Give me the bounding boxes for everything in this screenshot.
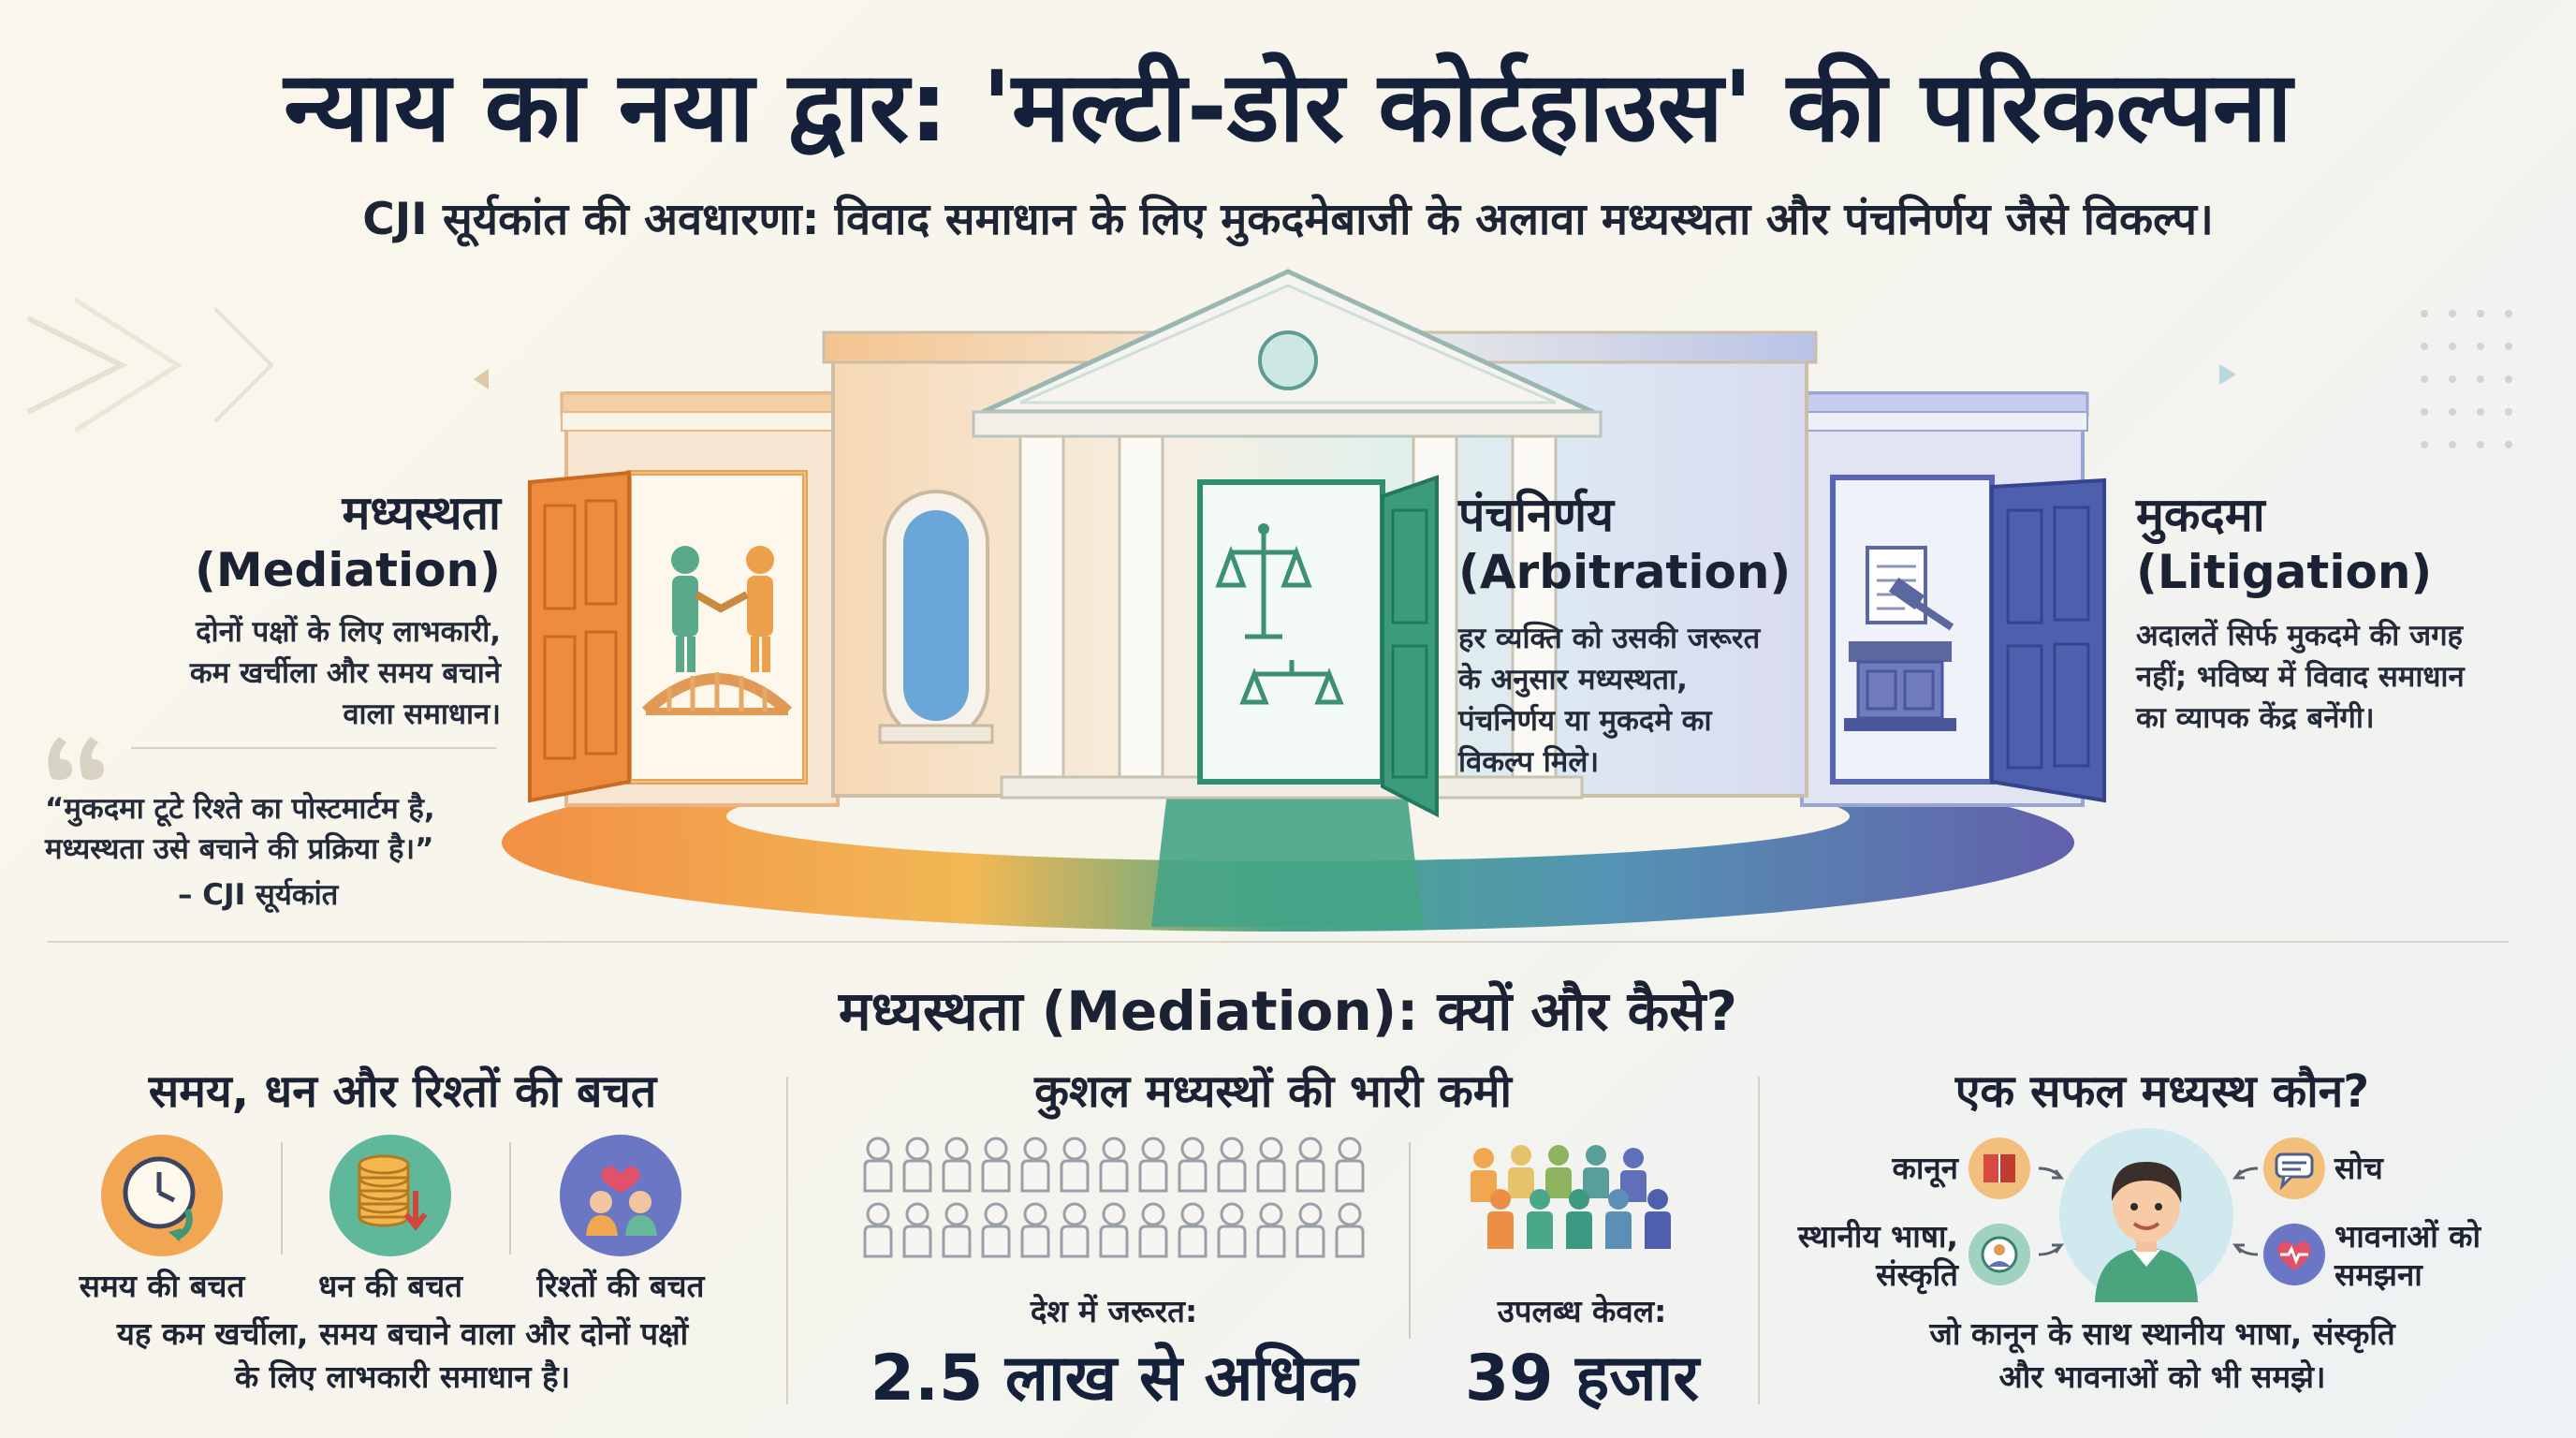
litigation-desc: अदालतें सिर्फ मुकदमे की जगह नहीं; भविष्य… (2136, 615, 2548, 739)
litigation-header: मुकदमा (Litigation) (2136, 487, 2529, 601)
trait-law-label: कानून (1892, 1150, 1958, 1186)
available-value: 39 हजार (1464, 1342, 1700, 1416)
cji-quote: “मुकदमा टूटे रिश्ते का पोस्टमार्टम है, म… (45, 789, 532, 871)
quote-line: “मुकदमा टूटे रिश्ते का पोस्टमार्टम है, (45, 792, 435, 826)
mediator-desc-line: जो कानून के साथ स्थानीय भाषा, संस्कृति (1929, 1315, 2395, 1352)
section-title: मध्यस्थता (Mediation): क्यों और कैसे? (838, 979, 1738, 1043)
trait-thinking-label: सोच (2334, 1150, 2383, 1186)
mediation-desc-line: वाला समाधान। (343, 697, 501, 732)
divider (131, 747, 496, 749)
litigation-desc-line: का व्यापक केंद्र बनेंगी। (2136, 701, 2375, 736)
stat-divider (1409, 1142, 1411, 1339)
clock-icon (101, 1135, 223, 1256)
mediation-desc-line: कम खर्चीला और समय बचाने (189, 656, 501, 691)
decorative-arrows (26, 297, 274, 433)
small-arrow-left-icon (474, 369, 489, 389)
savings-desc-line: के लिए लाभकारी समाधान है। (234, 1357, 571, 1395)
section-divider (47, 941, 2509, 943)
small-arrow-right-icon (2219, 364, 2236, 385)
time-saving-label: समय की बचत (79, 1268, 245, 1304)
speech-bubble-icon (2263, 1137, 2325, 1199)
litigation-title-en: (Litigation) (2136, 545, 2433, 599)
column-divider (1758, 1077, 1760, 1404)
money-saving-label: धन की बचत (317, 1268, 463, 1304)
trait-emotions-line: भावनाओं को (2334, 1218, 2481, 1255)
heart-icon (2263, 1224, 2325, 1285)
relationship-icon (560, 1135, 681, 1256)
trait-arrows (2038, 1167, 2259, 1256)
mediation-title-en: (Mediation) (194, 543, 501, 597)
arbitration-desc-line: पंचनिर्णय या मुकदमे का (1458, 704, 1712, 739)
page-title: न्याय का नया द्वार: 'मल्टी-डोर कोर्टहाउस… (284, 50, 2292, 164)
quote-author: – CJI सूर्यकांत (178, 878, 339, 912)
trait-language-label: स्थानीय भाषा, संस्कृति (1760, 1217, 1958, 1295)
mediator-title: एक सफल मध्यस्थ कौन? (1954, 1065, 2370, 1118)
arbitration-header: पंचनिर्णय (Arbitration) (1458, 487, 1852, 601)
icon-divider (281, 1142, 283, 1255)
culture-icon (1969, 1224, 2030, 1285)
mediator-desc: जो कानून के साथ स्थानीय भाषा, संस्कृति औ… (1797, 1313, 2527, 1398)
mediation-header: मध्यस्थता (Mediation) (140, 485, 501, 599)
savings-desc-line: यह कम खर्चीला, समय बचाने वाला और दोनों प… (116, 1315, 689, 1352)
trait-emotions-label: भावनाओं को समझना (2334, 1217, 2540, 1295)
quote-mark-icon (48, 737, 104, 780)
mediator-avatar (2059, 1128, 2233, 1302)
arbitration-title-hi: पंचनिर्णय (1458, 488, 1614, 542)
column-divider (786, 1077, 788, 1404)
available-label: उपलब्ध केवल: (1497, 1293, 1667, 1329)
trait-language-line: संस्कृति (1876, 1256, 1958, 1294)
arbitration-desc-line: के अनुसार मध्यस्थता, (1458, 663, 1688, 697)
savings-desc: यह कम खर्चीला, समय बचाने वाला और दोनों प… (37, 1313, 768, 1398)
people-available-icon (1471, 1145, 1671, 1249)
arbitration-title-en: (Arbitration) (1458, 545, 1792, 599)
arbitration-desc-line: विकल्प मिले। (1458, 745, 1600, 780)
trait-emotions-line: समझना (2334, 1256, 2422, 1294)
people-needed-icon (863, 1137, 1365, 1258)
arbitration-desc: हर व्यक्ति को उसकी जरूरत के अनुसार मध्यस… (1458, 618, 1814, 783)
litigation-title-hi: मुकदमा (2136, 488, 2265, 542)
mediation-desc-line: दोनों पक्षों के लिए लाभकारी, (196, 615, 501, 649)
mediation-desc: दोनों पक्षों के लिए लाभकारी, कम खर्चीला … (84, 611, 501, 735)
litigation-desc-line: नहीं; भविष्य में विवाद समाधान (2136, 660, 2465, 695)
quote-line: मध्यस्थता उसे बचाने की प्रक्रिया है।” (45, 832, 434, 867)
litigation-desc-line: अदालतें सिर्फ मुकदमे की जगह (2136, 619, 2464, 653)
arbitration-desc-line: हर व्यक्ति को उसकी जरूरत (1458, 622, 1761, 655)
trait-language-line: स्थानीय भाषा, (1797, 1218, 1958, 1255)
page-subtitle: CJI सूर्यकांत की अवधारणा: विवाद समाधान क… (362, 194, 2214, 245)
icon-divider (509, 1142, 511, 1255)
mediation-title-hi: मध्यस्थता (342, 486, 501, 540)
need-value: 2.5 लाख से अधिक (870, 1342, 1358, 1416)
savings-title: समय, धन और रिश्तों की बचत (148, 1065, 657, 1118)
relationship-saving-label: रिश्तों की बचत (536, 1268, 705, 1304)
decorative-dots (2421, 310, 2512, 448)
courthouse-illustration (502, 269, 2106, 932)
mediator-desc-line: और भावनाओं को भी समझे। (1998, 1357, 2326, 1395)
need-label: देश में जरूरत: (1030, 1293, 1198, 1329)
shortage-title: कुशल मध्यस्थों की भारी कमी (1034, 1065, 1512, 1118)
book-icon (1969, 1137, 2030, 1199)
coins-icon (329, 1135, 451, 1256)
